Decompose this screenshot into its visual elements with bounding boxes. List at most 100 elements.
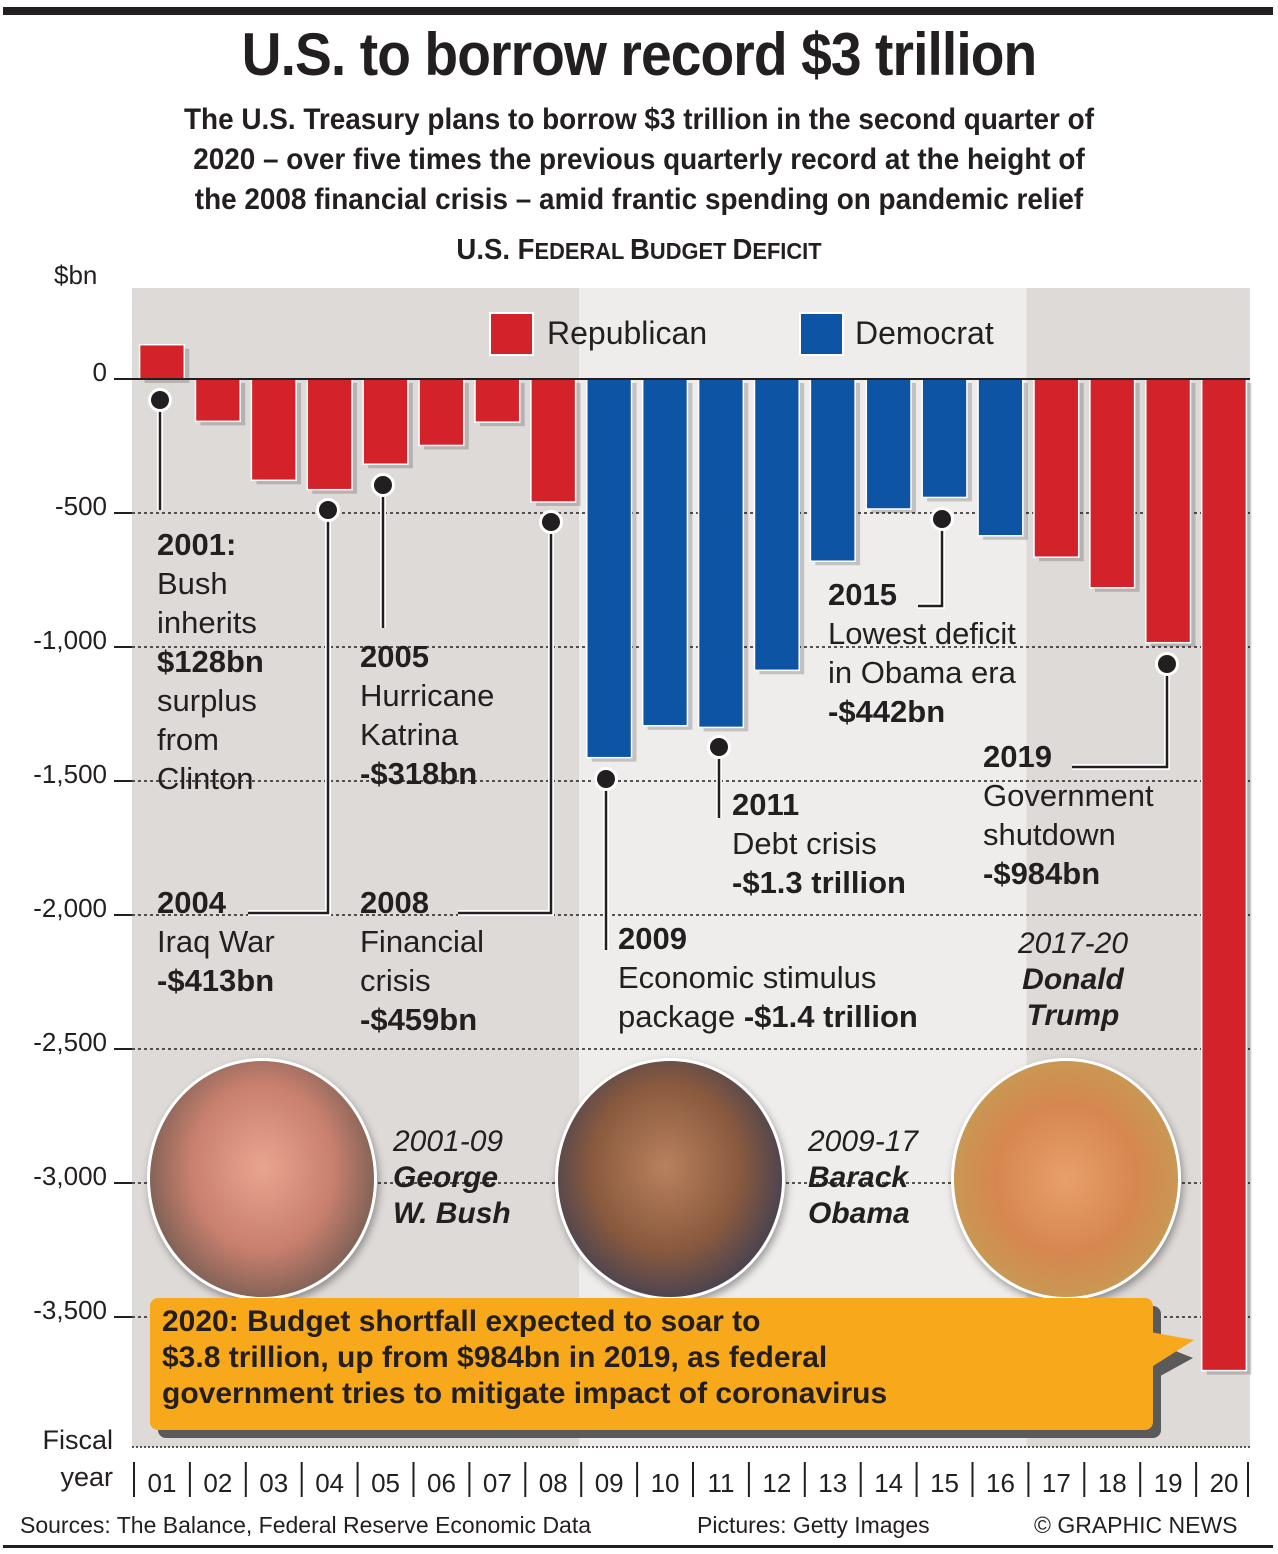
president-name: W. Bush — [393, 1197, 511, 1230]
leader-line — [458, 522, 553, 915]
x-tick-label: 10 — [651, 1468, 680, 1498]
bars — [138, 343, 1252, 1375]
y-tick-label: -3,500 — [33, 1295, 107, 1325]
x-tick-label: 09 — [595, 1468, 624, 1498]
president-name: George — [393, 1161, 499, 1194]
annotation-text: from — [157, 722, 219, 757]
bar-12 — [753, 378, 800, 672]
chart-title-part: EFICIT — [752, 238, 822, 264]
bar-03 — [250, 378, 297, 482]
chart-title-part: D — [732, 234, 753, 266]
annotation-value: -$318bn — [360, 756, 478, 791]
annotation-2001: 2001: Bush inherits $128bn surplus from … — [157, 525, 264, 798]
annotation-text: shutdown — [983, 817, 1116, 852]
chart-title-part: U.S. — [456, 234, 518, 266]
annotation-value: -$984bn — [983, 856, 1101, 891]
subtitle-line: the 2008 financial crisis – amid frantic… — [194, 183, 1084, 216]
bar-07 — [474, 378, 521, 423]
x-tick-label: 07 — [483, 1468, 512, 1498]
pictures-credit: Pictures: Getty Images — [697, 1512, 930, 1538]
leader-line — [248, 510, 330, 915]
annotation-text: Debt crisis — [732, 826, 877, 861]
annotation-text: Government — [983, 778, 1154, 813]
annotation-value: -$1.3 trillion — [732, 865, 906, 900]
leader-dot — [319, 501, 337, 519]
axes: 0 -500 -1,000 -1,500 -2,000 -2,500 -3,000 -3,50… — [33, 357, 1250, 1498]
chart-title-part: F — [517, 234, 535, 266]
annotation-year: 2015 — [828, 577, 897, 612]
x-tick-label: 11 — [707, 1468, 734, 1498]
page-title: U.S. to borrow record $3 trillion — [241, 21, 1038, 88]
x-tick-label: 19 — [1154, 1468, 1183, 1498]
annotation-2019: 2019 Government shutdown -$984bn — [983, 737, 1154, 893]
annotation-text: surplus — [157, 683, 257, 718]
bar-09 — [586, 378, 633, 759]
legend-swatch-democrat — [799, 312, 844, 356]
annotation-year: 2004 — [157, 885, 226, 920]
bar-05 — [362, 378, 409, 465]
callout-line: 2020: Budget shortfall expected to soar … — [162, 1305, 761, 1338]
x-tick-label: 08 — [539, 1468, 568, 1498]
annotation-text: in Obama era — [828, 655, 1016, 690]
bottom-rule — [3, 1545, 1273, 1548]
annotation-text: Hurricane — [360, 678, 495, 713]
subtitle-line: The U.S. Treasury plans to borrow $3 tri… — [183, 103, 1095, 136]
annotation-2004: 2004 Iraq War -$413bn — [157, 883, 275, 1000]
annotation-leaders — [148, 388, 1179, 950]
president-name: Barack — [808, 1161, 909, 1194]
chart-title-part: B — [630, 234, 650, 266]
x-tick-label: 12 — [762, 1468, 791, 1498]
x-tick-label: 17 — [1042, 1468, 1071, 1498]
annotation-value: $128bn — [157, 644, 264, 679]
bar-19 — [1145, 378, 1192, 644]
president-name: Donald — [1022, 963, 1124, 996]
annotation-year: 2009 — [618, 921, 687, 956]
x-tick-label: 04 — [315, 1468, 344, 1498]
chart-title-part: UDGET — [649, 238, 733, 264]
callout-2020: 2020: Budget shortfall expected to soar … — [150, 1298, 1153, 1430]
y-tick-label: -1,000 — [33, 625, 107, 655]
x-tick-label: 05 — [371, 1468, 400, 1498]
y-tick-label: 0 — [93, 357, 107, 387]
president-obama: 2009-17 Barack Obama — [808, 1124, 918, 1232]
annotation-text: Financial — [360, 924, 485, 959]
legend-swatch-republican — [489, 312, 534, 356]
annotation-2009: 2009 Economic stimulus package -$1.4 tri… — [618, 919, 918, 1036]
annotation-text: Economic stimulus — [618, 960, 877, 995]
annotation-year: 2008 — [360, 885, 429, 920]
annotation-year: 2019 — [983, 739, 1052, 774]
bar-20 — [1200, 378, 1248, 1372]
bar-18 — [1089, 378, 1136, 589]
leader-dot — [1158, 655, 1176, 673]
annotation-value: -$459bn — [360, 1002, 478, 1037]
president-name: Obama — [808, 1197, 910, 1230]
leader-dot — [597, 770, 615, 788]
bar-10 — [641, 378, 689, 727]
annotation-text: package — [618, 999, 736, 1034]
bar-13 — [809, 378, 856, 562]
annotation-value: -$413bn — [157, 963, 275, 998]
obama-portrait — [555, 1058, 785, 1300]
x-axis-label-line: Fiscal — [42, 1425, 113, 1455]
legend-label-democrat: Democrat — [855, 315, 994, 351]
x-tick-label: 14 — [874, 1468, 903, 1498]
x-tick-label: 01 — [147, 1468, 176, 1498]
annotation-2015: 2015 Lowest deficit in Obama era -$442bn — [828, 575, 1016, 731]
annotation-value: -$442bn — [828, 694, 946, 729]
bar-06 — [418, 378, 465, 447]
x-tick-label: 13 — [818, 1468, 847, 1498]
president-years: 2009-17 — [808, 1125, 919, 1158]
chart-title-part: EDERAL — [534, 238, 631, 264]
bar-15 — [921, 378, 968, 499]
annotation-text: crisis — [360, 963, 431, 998]
leader-dot — [710, 738, 728, 756]
x-axis-label: Fiscal year — [30, 1422, 113, 1496]
trump-portrait — [951, 1058, 1181, 1300]
president-years: 2001-09 — [393, 1125, 504, 1158]
x-tick-label: 02 — [203, 1468, 232, 1498]
annotation-year: 2001: — [157, 527, 237, 562]
annotation-text: Lowest deficit — [828, 616, 1016, 651]
leader-dot — [542, 513, 560, 531]
annotation-year: 2005 — [360, 639, 429, 674]
leader-line — [1072, 664, 1169, 769]
